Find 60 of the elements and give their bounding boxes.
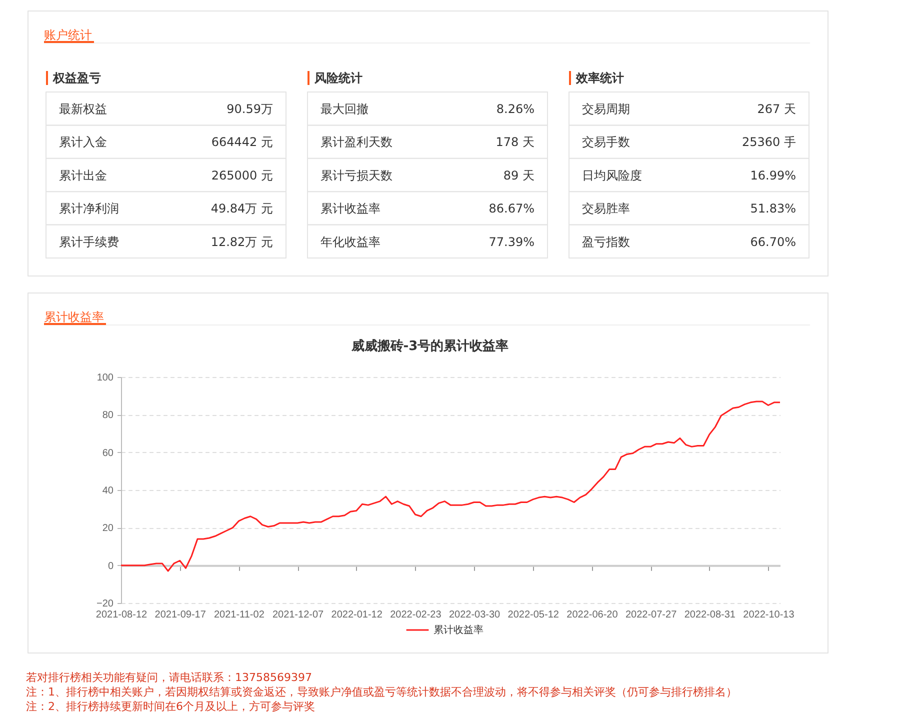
text: 累计亏损天数 — [320, 168, 392, 182]
y-tick-label: 20 — [102, 523, 114, 534]
text: 8.26% — [496, 102, 534, 116]
text: 90.59万 — [226, 102, 273, 116]
text: 89 天 — [503, 168, 534, 182]
x-tick-label: 2022-02-23 — [390, 610, 442, 620]
x-tick-label: 2022-06-20 — [566, 610, 618, 620]
text: 风险统计 — [314, 71, 362, 85]
line-series — [120, 400, 781, 572]
text: 267 天 — [757, 102, 796, 116]
text: 注：2、排行榜持续更新时间在6个月及以上，方可参与评奖 — [26, 700, 315, 713]
text: 交易手数 — [582, 135, 630, 150]
y-tick-label: 60 — [102, 448, 114, 459]
text: 累计入金 — [59, 135, 107, 150]
text: 效率统计 — [575, 71, 624, 85]
x-tick-label: 2021-08-12 — [96, 610, 148, 620]
text: 178 天 — [496, 135, 534, 150]
text: 权益盈亏 — [52, 71, 101, 85]
y-tick-label: 80 — [102, 410, 114, 422]
text: 盈亏指数 — [582, 234, 630, 249]
x-tick-label: 2022-03-30 — [448, 610, 501, 620]
text: 66.70% — [750, 234, 796, 249]
x-tick-label: 2022-08-31 — [684, 610, 736, 620]
x-tick-label: 2022-05-12 — [508, 610, 560, 620]
text: 累计手续费 — [59, 234, 119, 249]
text: 累计出金 — [59, 168, 107, 182]
y-tick-label: 0 — [108, 560, 114, 572]
y-tick-label: 40 — [102, 486, 114, 496]
x-tick-label: 2022-07-27 — [625, 610, 678, 620]
text: 265000 元 — [211, 168, 273, 182]
text: 注：1、排行榜中相关账户，若因期权结算或资金返还，导致账户净值或盈亏等统计数据不合理波动，将不得参与相关评奖（仍可参与排行榜排名） — [26, 686, 737, 698]
text: 年化收益率 — [320, 234, 380, 249]
y-tick-label: 100 — [96, 372, 114, 384]
text: 累计净利润 — [59, 202, 119, 216]
text: 12.82万 元 — [210, 234, 273, 249]
text: 最大回撤 — [320, 102, 368, 116]
x-tick-label: 2022-01-12 — [331, 610, 383, 620]
text: 77.39% — [488, 234, 534, 249]
text: 86.67% — [488, 202, 534, 216]
text: 日均风险度 — [582, 168, 642, 182]
text: 51.83% — [750, 202, 796, 216]
legend-label: 累计收益率 — [434, 624, 484, 636]
text: 交易胜率 — [582, 202, 630, 216]
text: 16.99% — [750, 168, 796, 182]
text: 累计盈利天数 — [320, 135, 392, 150]
text: 账户统计 — [44, 28, 92, 42]
chart-title: 累计收益率 — [44, 310, 104, 324]
text: 49.84万 元 — [210, 202, 273, 216]
x-tick-label: 2021-09-17 — [154, 610, 206, 620]
text: 25360 手 — [742, 135, 796, 150]
x-tick-label: 2021-12-07 — [272, 610, 324, 620]
x-tick-label: 2022-10-13 — [743, 610, 795, 620]
chart-subtitle: 威威搬砖-3号的累计收益率 — [350, 338, 509, 354]
text: 若对排行榜相关功能有疑问，请电话联系：13758569397 — [26, 671, 312, 684]
text: 累计收益率 — [320, 202, 380, 216]
text: 664442 元 — [211, 135, 273, 150]
x-tick-label: 2021-11-02 — [214, 610, 265, 620]
text: 最新权益 — [59, 102, 107, 116]
y-tick-label: −20 — [96, 598, 114, 610]
text: 交易周期 — [582, 102, 630, 116]
